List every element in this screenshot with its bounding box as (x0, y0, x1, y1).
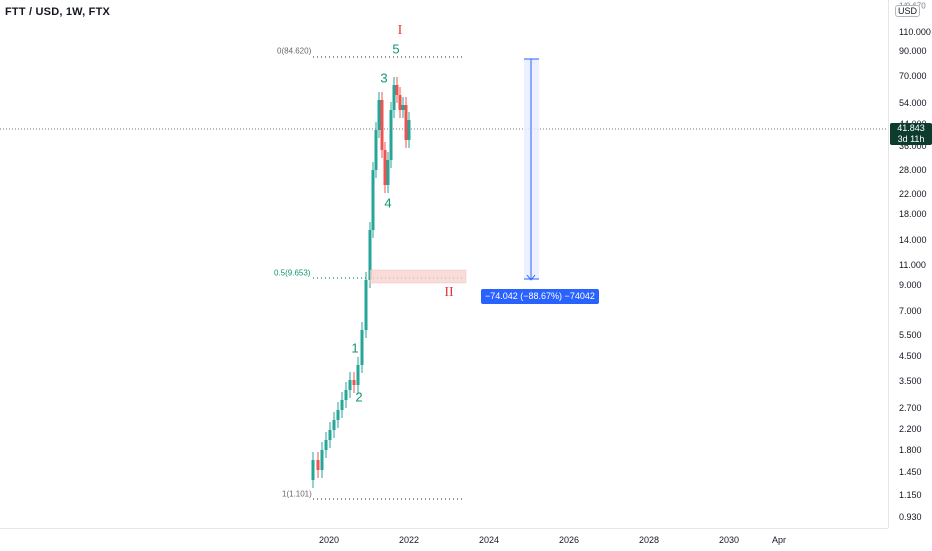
chart-canvas[interactable] (0, 0, 888, 528)
candle-body (374, 130, 378, 170)
price-tick: 2.700 (899, 403, 922, 413)
candle-body (368, 230, 372, 280)
candle-body (404, 105, 408, 140)
price-tick: 14.000 (899, 235, 927, 245)
fib-label-1: 1(1.101) (282, 489, 312, 499)
price-tick: 1.800 (899, 445, 922, 455)
current-price-badge: 41.843 3d 11h (890, 123, 932, 145)
symbol-title[interactable]: FTT / USD, 1W, FTX (5, 6, 111, 18)
candle-body (395, 85, 399, 95)
time-tick: 2020 (318, 535, 340, 545)
time-tick: 2030 (718, 535, 740, 545)
candle-body (389, 110, 393, 160)
price-tick: 36.000 (899, 141, 927, 151)
fib-zone[interactable] (369, 269, 467, 284)
price-tick: 7.000 (899, 306, 922, 316)
candle-body (328, 430, 332, 440)
wave-label-1: 1 (351, 340, 359, 356)
price-tick: 1.150 (899, 490, 922, 500)
time-tick: Apr (771, 535, 787, 545)
price-tick: 54.000 (899, 98, 927, 108)
wave-label-2: 2 (355, 389, 363, 405)
fib-label-05: 0.5(9.653) (274, 268, 311, 278)
price-tick: 28.000 (899, 165, 927, 175)
currency-badge[interactable]: USD (895, 5, 921, 17)
price-tick: 9.000 (899, 280, 922, 290)
candle-body (344, 390, 348, 400)
candle-body (340, 400, 344, 410)
current-price-value: 41.843 (897, 123, 925, 133)
candle-body (398, 95, 402, 110)
price-tick: 3.500 (899, 376, 922, 386)
candle-body (332, 420, 336, 430)
candle-series (311, 77, 411, 488)
candle-body (324, 440, 328, 450)
candle-body (377, 100, 381, 130)
candle-body (352, 380, 356, 385)
price-tick: 22.000 (899, 189, 927, 199)
price-tick: 1.450 (899, 467, 922, 477)
chart-pane[interactable]: FTT / USD, 1W, FTX 1 2 3 4 5 I II 0(84.6… (0, 0, 888, 528)
candle-body (383, 150, 387, 185)
wave-label-3: 3 (380, 70, 388, 86)
candle-body (407, 120, 411, 140)
price-tick: 18.000 (899, 209, 927, 219)
price-tick: 0.930 (899, 512, 922, 522)
price-tick: 2.200 (899, 424, 922, 434)
time-tick: 2026 (558, 535, 580, 545)
wave-label-5: 5 (392, 41, 400, 57)
time-tick: 2024 (478, 535, 500, 545)
price-tick: 70.000 (899, 71, 927, 81)
price-tick: 110.000 (899, 27, 931, 37)
wave-label-ii: II (444, 285, 454, 300)
price-tick: 11.000 (899, 260, 926, 270)
wave-label-4: 4 (384, 195, 392, 211)
candle-body (371, 170, 375, 230)
candle-body (356, 365, 360, 385)
candle-body (360, 330, 364, 365)
candle-body (401, 105, 405, 110)
measure-arrow (526, 274, 536, 281)
candle-body (336, 410, 340, 420)
candle-body (320, 450, 324, 470)
wave-label-i: I (397, 23, 403, 38)
price-tick: 90.000 (899, 46, 927, 56)
price-tick: 4.500 (899, 351, 922, 361)
time-axis[interactable]: 2020 2022 2024 2026 2028 2030 Apr (0, 528, 888, 551)
fib-label-0: 0(84.620) (277, 46, 312, 56)
measure-label[interactable]: −74.042 (−88.67%) −74042 (481, 289, 599, 304)
candle-body (386, 160, 390, 185)
time-tick: 2028 (638, 535, 660, 545)
candle-body (380, 100, 384, 150)
bar-countdown: 3d 11h (897, 134, 925, 144)
time-tick: 2022 (398, 535, 420, 545)
candle-body (316, 460, 320, 470)
price-tick: 5.500 (899, 330, 922, 340)
candle-body (364, 280, 368, 330)
candle-body (311, 460, 315, 480)
candle-body (348, 380, 352, 390)
price-axis[interactable]: 1/0.670 USD 110.000 90.000 70.000 54.000… (888, 0, 932, 528)
candle-body (392, 85, 396, 110)
